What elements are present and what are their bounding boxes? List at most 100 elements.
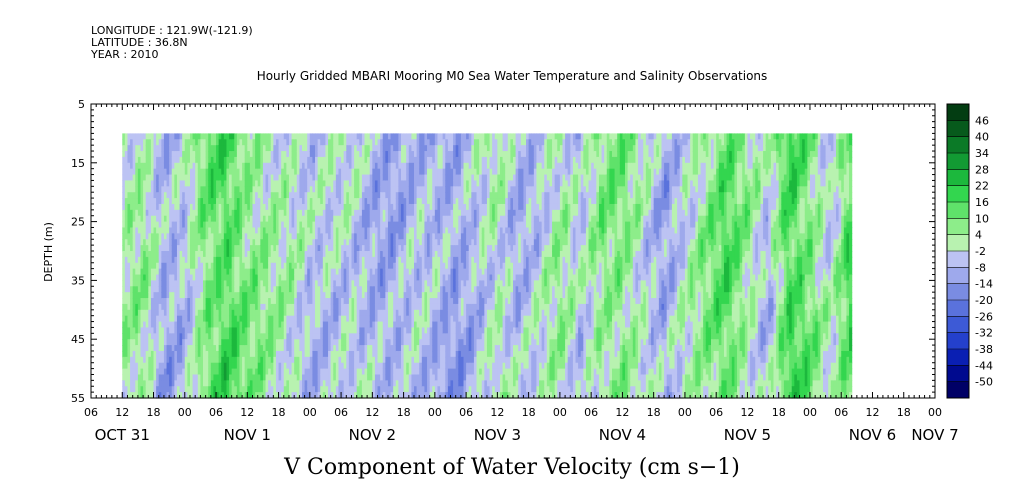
- heatmap-cell: [189, 133, 194, 140]
- heatmap-cell: [179, 380, 183, 387]
- heatmap-cell: [166, 356, 170, 364]
- heatmap-cell: [242, 303, 246, 311]
- heatmap-cell: [171, 239, 175, 246]
- heatmap-cell: [122, 162, 126, 170]
- heatmap-cell: [309, 209, 314, 217]
- heatmap-cell: [270, 180, 274, 187]
- heatmap-cell: [197, 374, 201, 381]
- heatmap-cell: [291, 209, 295, 217]
- heatmap-cell: [343, 168, 347, 176]
- heatmap-cell: [369, 380, 373, 387]
- heatmap-cell: [380, 151, 384, 158]
- heatmap-cell: [161, 174, 165, 182]
- heatmap-cell: [281, 174, 285, 182]
- heatmap-cell: [288, 156, 293, 164]
- heatmap-cell: [330, 274, 334, 281]
- heatmap-cell: [244, 345, 248, 352]
- heatmap-cell: [174, 362, 178, 370]
- heatmap-cell: [236, 192, 241, 199]
- heatmap-cell: [400, 286, 405, 293]
- heatmap-cell: [189, 156, 194, 164]
- heatmap-cell: [387, 321, 392, 329]
- heatmap-cell: [148, 292, 152, 299]
- heatmap-cell: [356, 268, 360, 276]
- heatmap-cell: [377, 174, 381, 182]
- heatmap-cell: [403, 333, 407, 340]
- heatmap-cell: [291, 162, 295, 170]
- heatmap-cell: [260, 350, 264, 358]
- heatmap-cell: [163, 350, 168, 358]
- heatmap-cell: [325, 151, 329, 158]
- heatmap-cell: [372, 180, 376, 187]
- heatmap-cell: [153, 315, 157, 323]
- heatmap-cell: [325, 339, 329, 346]
- heatmap-cell: [171, 168, 175, 176]
- heatmap-cell: [283, 156, 287, 164]
- heatmap-cell: [176, 198, 181, 205]
- heatmap-cell: [346, 315, 350, 323]
- heatmap-cell: [242, 350, 246, 358]
- heatmap-cell: [234, 256, 238, 264]
- heatmap-cell: [148, 333, 152, 340]
- heatmap-cell: [260, 239, 264, 246]
- heatmap-cell: [348, 386, 353, 393]
- heatmap-cell: [304, 168, 308, 176]
- heatmap-cell: [268, 339, 272, 346]
- heatmap-cell: [200, 227, 204, 234]
- heatmap-cell: [234, 233, 238, 240]
- heatmap-cell: [242, 151, 246, 158]
- heatmap-cell: [218, 233, 222, 240]
- heatmap-cell: [223, 327, 228, 334]
- heatmap-cell: [377, 221, 381, 229]
- heatmap-cell: [255, 321, 259, 329]
- heatmap-cell: [203, 221, 207, 229]
- heatmap-cell: [374, 156, 379, 164]
- heatmap-cell: [398, 245, 402, 252]
- heatmap-cell: [317, 256, 321, 264]
- heatmap-cell: [294, 274, 298, 281]
- heatmap-cell: [244, 168, 248, 176]
- heatmap-cell: [127, 368, 131, 376]
- heatmap-cell: [406, 386, 410, 393]
- heatmap-cell: [380, 180, 384, 187]
- heatmap-cell: [135, 186, 139, 193]
- heatmap-cell: [226, 380, 230, 387]
- heatmap-cell: [348, 339, 353, 346]
- heatmap-cell: [278, 268, 282, 276]
- heatmap-cell: [236, 386, 241, 393]
- heatmap-cell: [304, 280, 308, 287]
- heatmap-cell: [273, 227, 277, 234]
- heatmap-cell: [273, 392, 277, 399]
- heatmap-cell: [153, 327, 157, 334]
- heatmap-cell: [229, 292, 233, 299]
- heatmap-cell: [255, 350, 259, 358]
- heatmap-cell: [328, 239, 332, 246]
- heatmap-cell: [296, 256, 300, 264]
- heatmap-cell: [221, 362, 225, 370]
- heatmap-cell: [302, 180, 306, 187]
- heatmap-cell: [210, 186, 215, 193]
- heatmap-cell: [377, 256, 381, 264]
- heatmap-cell: [182, 286, 186, 293]
- heatmap-cell: [195, 203, 199, 211]
- heatmap-cell: [294, 286, 298, 293]
- heatmap-cell: [200, 374, 204, 381]
- heatmap-cell: [166, 280, 170, 287]
- heatmap-cell: [408, 286, 412, 293]
- heatmap-cell: [262, 345, 267, 352]
- heatmap-cell: [231, 362, 235, 370]
- heatmap-cell: [247, 392, 251, 399]
- heatmap-cell: [176, 233, 181, 240]
- heatmap-cell: [320, 151, 324, 158]
- heatmap-cell: [281, 333, 285, 340]
- heatmap-cell: [213, 392, 217, 399]
- heatmap-cell: [252, 156, 256, 164]
- heatmap-cell: [124, 350, 129, 358]
- heatmap-cell: [150, 268, 155, 276]
- heatmap-cell: [341, 327, 345, 334]
- heatmap-cell: [239, 192, 243, 199]
- heatmap-cell: [195, 345, 199, 352]
- heatmap-cell: [182, 280, 186, 287]
- heatmap-cell: [322, 221, 327, 229]
- heatmap-cell: [377, 233, 381, 240]
